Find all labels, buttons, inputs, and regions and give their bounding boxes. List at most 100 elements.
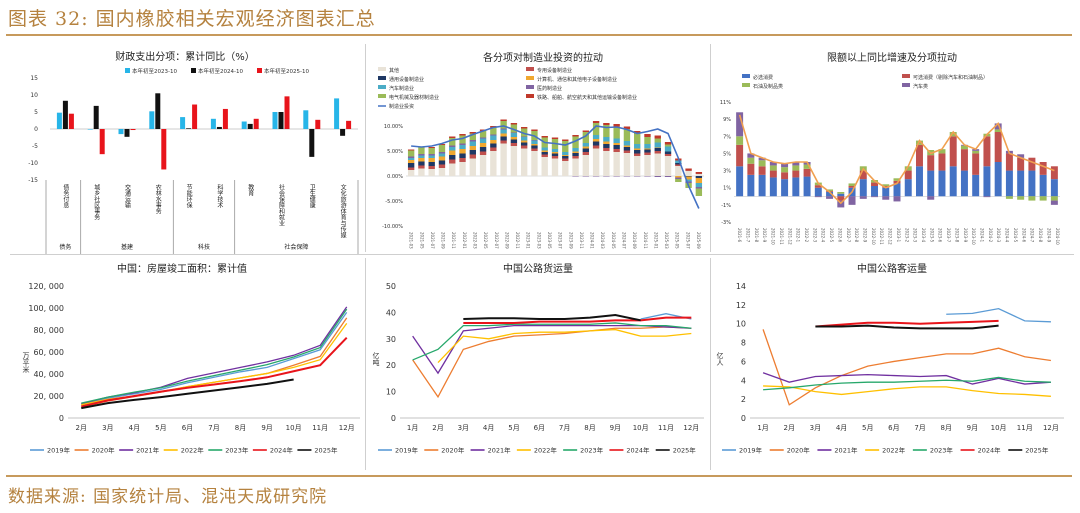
divider <box>365 44 366 252</box>
bar-segment <box>769 170 777 178</box>
legend-label: 专用设备制造业 <box>537 67 572 74</box>
bar-segment <box>949 136 957 167</box>
y-tick: 60, 000 <box>33 348 64 357</box>
category-label: 节能环保 <box>185 183 192 209</box>
bar-segment <box>654 147 661 148</box>
bar-segment <box>938 170 946 197</box>
bar <box>186 128 192 129</box>
x-tick: 2023-03 <box>536 232 541 249</box>
bar-segment <box>500 136 507 141</box>
bar <box>278 112 284 129</box>
y-tick: 10 <box>386 388 396 397</box>
y-tick: 3% <box>723 169 731 175</box>
bar-segment <box>407 149 415 151</box>
bar-segment <box>541 147 548 151</box>
bar <box>161 129 167 170</box>
x-tick: 2024-01 <box>590 232 595 249</box>
bar-segment <box>1050 179 1058 197</box>
bar-segment <box>769 162 777 166</box>
x-tick: 2月 <box>76 424 87 432</box>
bar-segment <box>510 137 518 140</box>
bar-segment <box>490 151 497 176</box>
bar-segment <box>675 164 682 166</box>
bar <box>99 129 105 155</box>
x-tick: 2023-9 <box>963 228 968 243</box>
bar-segment <box>592 135 600 139</box>
bar <box>216 126 222 129</box>
bar-segment <box>510 133 518 137</box>
bar-segment <box>675 166 682 176</box>
bar-segment <box>613 149 620 152</box>
bar-segment <box>428 154 435 156</box>
x-tick: 2025-05 <box>675 232 680 249</box>
x-tick: 8月 <box>941 424 952 432</box>
x-tick: 12月 <box>683 424 699 432</box>
bar-segment <box>792 170 800 178</box>
x-tick: 2024-09 <box>632 232 637 249</box>
bar-segment <box>572 153 579 156</box>
x-tick: 2022-4 <box>821 228 826 243</box>
bar-segment <box>675 163 682 165</box>
bar-segment <box>769 165 777 171</box>
legend-label: 2023年 <box>225 446 249 455</box>
bar-segment <box>520 137 528 141</box>
bar-segment <box>654 142 661 148</box>
bar-segment <box>418 158 425 162</box>
y-tick: 0 <box>34 126 38 133</box>
x-tick: 2024-03 <box>600 232 605 249</box>
bar-segment <box>479 143 487 147</box>
legend-label: 铁路、船舶、航空航天和其他运输设备制造业 <box>537 94 637 101</box>
legend-label: 2019年 <box>47 446 71 455</box>
legend-label: 电气机械及器材制造业 <box>389 94 439 101</box>
bar-segment <box>449 147 456 151</box>
bar-segment <box>449 138 456 146</box>
bar-segment <box>438 164 446 168</box>
bar-segment <box>551 156 559 159</box>
legend-label: 2025年 <box>314 446 338 455</box>
bar-segment <box>520 142 528 146</box>
bar-segment <box>904 170 912 180</box>
series-line <box>81 306 348 405</box>
bar-segment <box>603 144 610 148</box>
bar-segment <box>882 196 890 200</box>
bar-segment <box>949 132 957 137</box>
x-tick: 2022-05 <box>483 232 488 249</box>
legend-swatch <box>742 83 750 87</box>
bar-segment <box>904 179 912 197</box>
x-tick: 4月 <box>836 424 847 432</box>
bar-segment <box>551 158 559 176</box>
bar-segment <box>623 153 631 176</box>
bar-segment <box>469 132 476 134</box>
bar-segment <box>664 146 672 152</box>
bar-segment <box>1017 196 1025 200</box>
y-tick: -15 <box>28 177 38 184</box>
bar-segment <box>685 168 692 170</box>
bar-segment <box>654 153 661 176</box>
legend-label: 2019年 <box>739 446 763 455</box>
x-tick: 2024-8 <box>1038 228 1043 243</box>
x-tick: 9月 <box>261 424 272 432</box>
group-label: 科技 <box>198 243 210 251</box>
legend-label: 2025年 <box>1025 446 1049 455</box>
bar-segment <box>592 123 600 135</box>
x-tick: 10月 <box>633 424 649 432</box>
bar-segment <box>438 152 446 154</box>
y-tick: 50 <box>386 282 396 291</box>
bar-segment <box>781 179 789 197</box>
legend-label: 可选消费（剔除汽车和石油制品） <box>913 74 988 81</box>
x-tick: 2022-2 <box>804 228 809 243</box>
bar-segment <box>500 119 507 121</box>
bar-segment <box>634 150 641 154</box>
total-line <box>411 125 700 209</box>
bar-segment <box>551 137 559 139</box>
bar-segment <box>695 178 703 183</box>
bar-segment <box>541 157 548 176</box>
bar-segment <box>407 170 415 176</box>
category-label: 科学技术 <box>216 183 223 209</box>
bar-segment <box>685 179 692 182</box>
bar-segment <box>685 176 692 180</box>
bar-segment <box>479 138 487 143</box>
bar-segment <box>792 165 800 171</box>
bar-segment <box>871 196 879 198</box>
bar-segment <box>459 153 466 158</box>
